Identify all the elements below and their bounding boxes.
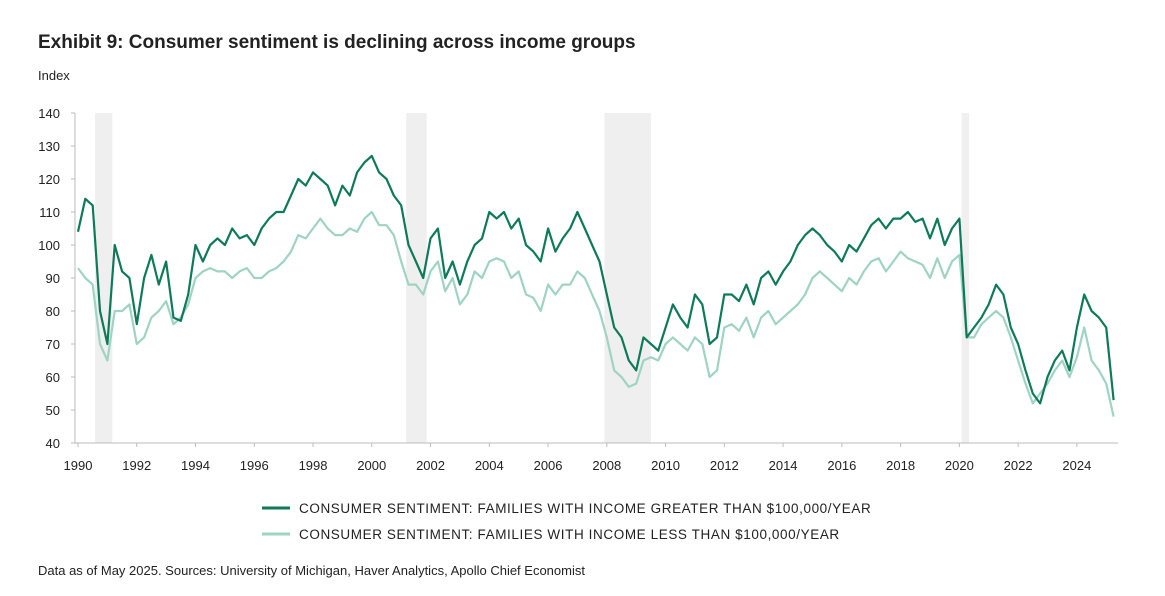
y-tick-label: 60 [46, 370, 60, 385]
x-tick-label: 2024 [1062, 458, 1091, 473]
y-tick-label: 80 [46, 304, 60, 319]
x-tick-label: 2010 [651, 458, 680, 473]
x-tick-label: 2020 [945, 458, 974, 473]
x-tick-label: 1998 [299, 458, 328, 473]
x-tick-label: 1994 [181, 458, 210, 473]
x-tick-label: 2022 [1004, 458, 1033, 473]
legend-label: CONSUMER SENTIMENT: FAMILIES WITH INCOME… [299, 527, 840, 542]
x-tick-label: 2000 [357, 458, 386, 473]
series-line [77, 210, 1115, 417]
chart-title: Exhibit 9: Consumer sentiment is declini… [38, 32, 636, 53]
y-tick-label: 50 [46, 403, 60, 418]
y-tick-label: 70 [46, 337, 60, 352]
y-tick-label: 100 [38, 238, 60, 253]
x-tick-label: 2006 [534, 458, 563, 473]
x-tick-label: 2012 [710, 458, 739, 473]
footnote: Data as of May 2025. Sources: University… [38, 563, 585, 578]
series-line [76, 154, 1115, 405]
y-axis-label: Index [38, 68, 70, 83]
x-tick-label: 1990 [64, 458, 93, 473]
x-tick-label: 1992 [122, 458, 151, 473]
x-tick-label: 2004 [475, 458, 504, 473]
x-tick-label: 2002 [416, 458, 445, 473]
legend-label: CONSUMER SENTIMENT: FAMILIES WITH INCOME… [299, 501, 871, 516]
recession-band [604, 113, 651, 443]
y-tick-label: 140 [38, 106, 60, 121]
x-tick-label: 1996 [240, 458, 269, 473]
x-tick-label: 2008 [592, 458, 621, 473]
recession-band [961, 113, 970, 443]
y-tick-label: 120 [38, 172, 60, 187]
x-tick-label: 2018 [886, 458, 915, 473]
y-tick-label: 90 [46, 271, 60, 286]
x-tick-label: 2014 [769, 458, 798, 473]
y-tick-label: 130 [38, 139, 60, 154]
y-tick-label: 40 [46, 436, 60, 451]
y-tick-label: 110 [39, 205, 60, 220]
recession-band [406, 113, 427, 443]
x-tick-label: 2016 [827, 458, 856, 473]
